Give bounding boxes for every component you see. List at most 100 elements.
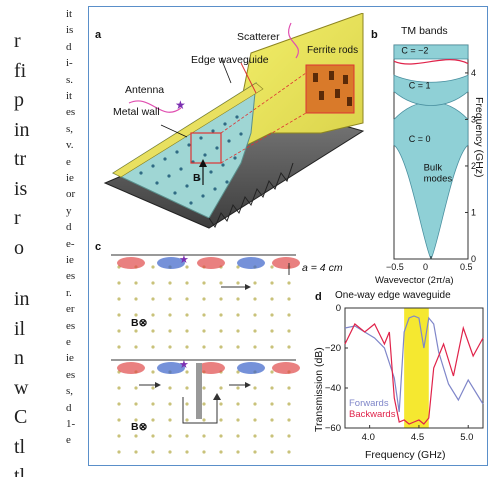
lattice-rod <box>117 345 121 349</box>
cropped-body-text: r <box>14 30 21 52</box>
lattice-rod <box>168 434 172 438</box>
bands-xtick-label: 0 <box>423 262 428 272</box>
cropped-margin-text: e- <box>66 237 75 250</box>
lattice-rod <box>185 345 189 349</box>
lattice-rod <box>236 265 240 269</box>
lattice-rod <box>236 434 240 438</box>
lattice-rod <box>270 313 274 317</box>
lattice-rod <box>236 402 240 406</box>
cropped-margin-text: it <box>66 8 73 20</box>
field-lobe <box>117 257 145 269</box>
field-lobe <box>157 362 185 374</box>
lattice-rod <box>151 402 155 406</box>
lattice-rod <box>270 329 274 333</box>
lattice-rod <box>219 329 223 333</box>
cropped-margin-text: ie <box>66 352 74 365</box>
cropped-margin-text: y <box>66 204 72 217</box>
lattice-rod <box>287 281 291 285</box>
figure-frame: a <box>88 6 488 466</box>
lattice-rod <box>219 345 223 349</box>
lattice-rod <box>168 281 172 285</box>
lattice-rod <box>236 297 240 301</box>
lattice-rod <box>253 402 257 406</box>
cropped-margin-text: er <box>66 303 75 316</box>
lattice-rod <box>219 313 223 317</box>
bands-ytick-label: 3 <box>471 114 476 124</box>
trans-ytick-label: −20 <box>325 343 341 354</box>
panel-c-b-symbol-top: B⊗ <box>131 317 148 329</box>
lattice-rod <box>202 329 206 333</box>
trans-xtick-label: 5.0 <box>460 432 473 443</box>
lattice-rod <box>168 450 172 454</box>
cropped-body-text: p <box>14 89 24 111</box>
cropped-body-text: tl <box>14 435 26 458</box>
bands-xtick-label: 0.5 <box>460 262 473 272</box>
lattice-rod <box>253 386 257 390</box>
cropped-body-text: C <box>14 406 28 428</box>
field-lobe <box>237 362 265 374</box>
lattice-rod <box>151 370 155 374</box>
metal-teeth <box>208 162 294 229</box>
panel-a-illustration: ★ <box>103 13 365 229</box>
lattice-rod <box>253 450 257 454</box>
cropped-body-text: tr <box>14 148 27 170</box>
bands-ytick-label: 2 <box>471 161 476 171</box>
lattice-rod <box>219 297 223 301</box>
cropped-body-text: fi <box>14 59 27 82</box>
lattice-rod <box>117 434 121 438</box>
trans-ytick-label: 0 <box>336 303 341 314</box>
label-edge-waveguide: Edge waveguide <box>191 54 269 66</box>
trans-xtick-label: 4.0 <box>362 432 375 443</box>
lattice-rod <box>270 434 274 438</box>
lattice-rod <box>117 386 121 390</box>
cropped-margin-text: es <box>66 270 76 283</box>
panel-b-title: TM bands <box>401 25 448 37</box>
lattice-rod <box>151 434 155 438</box>
band-c1 <box>393 74 469 106</box>
band-c-minus2 <box>393 44 469 60</box>
lattice-rod <box>185 281 189 285</box>
lattice-rod <box>287 386 291 390</box>
label-b-field: B <box>193 172 201 184</box>
lattice-rod <box>185 450 189 454</box>
lattice-rod <box>168 329 172 333</box>
lattice-rod <box>134 386 138 390</box>
label-scatterer: Scatterer <box>237 31 280 43</box>
cropped-margin-text: is <box>66 24 74 37</box>
lattice-rod <box>270 418 274 422</box>
panel-d-ylabel: Transmission (dB) <box>313 347 325 432</box>
cropped-body-text: n <box>14 347 24 369</box>
arrow-head <box>155 382 161 388</box>
lattice-rod <box>134 313 138 317</box>
antenna-star-icon: ★ <box>175 98 186 112</box>
lattice-rod <box>236 370 240 374</box>
transmission-frame <box>344 307 484 429</box>
lattice-rod <box>287 329 291 333</box>
lattice-rod <box>253 297 257 301</box>
cropped-margin-text: e <box>66 434 71 447</box>
panel-b-letter: b <box>371 29 378 41</box>
field-lobe <box>272 257 300 269</box>
cropped-body-text: o <box>14 236 24 259</box>
source-star-icon: ★ <box>179 359 189 371</box>
lattice-rod <box>185 329 189 333</box>
lattice-rod <box>117 313 121 317</box>
lattice-rod <box>287 402 291 406</box>
detour-arrow <box>182 397 218 424</box>
chern-label-c-2: C = −2 <box>401 46 428 56</box>
lattice-rod <box>202 418 206 422</box>
lattice-rod <box>151 281 155 285</box>
panel-c-b-symbol-bottom: B⊗ <box>131 421 148 433</box>
backwards-series-line <box>344 323 484 425</box>
field-lobe <box>237 257 265 269</box>
cropped-body-text: il <box>14 317 26 340</box>
lattice-rod <box>202 434 206 438</box>
lattice-rod <box>287 297 291 301</box>
cropped-margin-text: es <box>66 368 76 381</box>
lattice-rod <box>253 313 257 317</box>
lattice-rod <box>219 386 223 390</box>
lattice-rod <box>270 265 274 269</box>
field-lobe <box>272 362 300 374</box>
forwards-series-line <box>344 315 484 413</box>
